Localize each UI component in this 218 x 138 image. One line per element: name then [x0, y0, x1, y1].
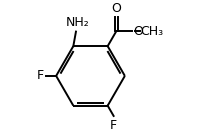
Text: F: F [110, 119, 117, 132]
Text: O: O [111, 2, 121, 15]
Text: NH₂: NH₂ [65, 16, 89, 29]
Text: O: O [133, 25, 143, 38]
Text: F: F [36, 69, 44, 82]
Text: CH₃: CH₃ [140, 25, 163, 38]
